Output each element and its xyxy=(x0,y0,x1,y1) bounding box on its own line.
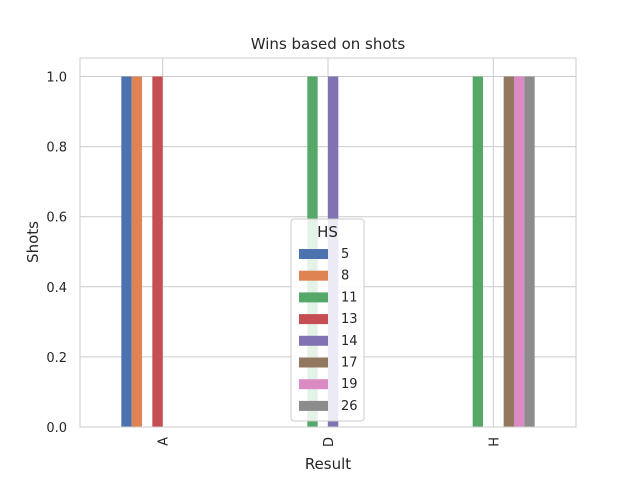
x-tick-label: H xyxy=(487,437,502,447)
legend-label: 14 xyxy=(341,334,358,349)
x-axis-title: Result xyxy=(305,455,351,473)
bar-hs-26-H xyxy=(524,76,535,427)
y-tick-label: 0.4 xyxy=(46,281,67,296)
y-tick-label: 0.2 xyxy=(46,351,67,366)
legend-label: 13 xyxy=(341,312,358,327)
legend-label: 8 xyxy=(341,269,349,284)
legend-label: 11 xyxy=(341,290,358,305)
legend-title: HS xyxy=(317,223,338,241)
legend-label: 19 xyxy=(341,377,358,392)
bar-hs-8-A xyxy=(131,76,142,427)
legend-swatch xyxy=(299,379,328,390)
legend-swatch xyxy=(299,314,328,325)
legend-label: 5 xyxy=(341,247,349,262)
legend-swatch xyxy=(299,335,328,346)
x-tick-label: D xyxy=(322,437,337,447)
legend-label: 26 xyxy=(341,399,358,414)
y-axis-title: Shots xyxy=(24,221,42,263)
tick-labels: 0.0 0.2 0.4 0.6 0.8 1.0 A D H xyxy=(46,71,502,448)
y-tick-label: 0.6 xyxy=(46,211,67,226)
x-tick-label: A xyxy=(157,437,172,446)
y-tick-label: 0.0 xyxy=(46,421,67,436)
legend-label: 17 xyxy=(341,356,358,371)
bar-hs-11-H xyxy=(472,76,483,427)
bar-hs-19-H xyxy=(514,76,525,427)
y-tick-label: 0.8 xyxy=(46,141,67,156)
plot-frame xyxy=(79,57,577,428)
bar-hs-13-A xyxy=(152,76,163,427)
bar-hs-5-A xyxy=(121,76,132,427)
legend-swatch xyxy=(299,357,328,368)
legend-swatch xyxy=(299,400,328,411)
legend-swatch xyxy=(299,270,328,281)
bar-hs-17-H xyxy=(503,76,514,427)
legend-swatch xyxy=(299,292,328,303)
legend: HS 5 8 11 13 14 17 19 26 xyxy=(290,218,365,422)
chart-title: Wins based on shots xyxy=(251,35,406,53)
legend-swatch xyxy=(299,249,328,259)
y-tick-label: 1.0 xyxy=(46,71,67,86)
